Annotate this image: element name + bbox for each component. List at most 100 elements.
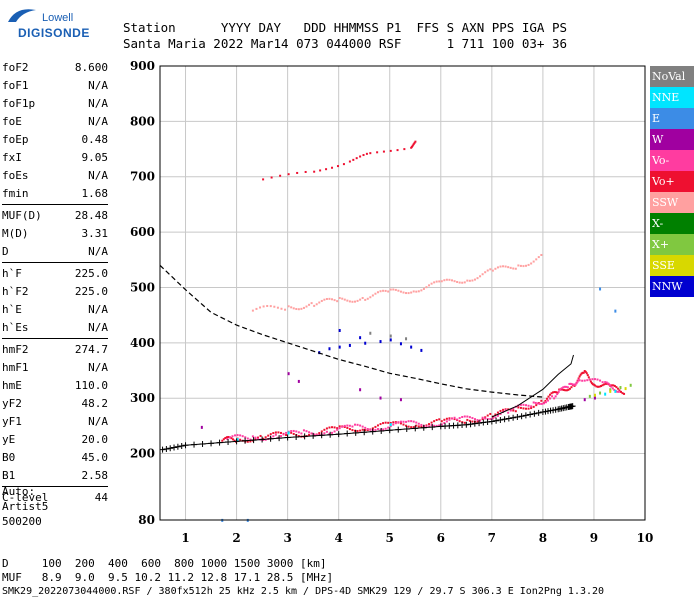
echo-point-vo xyxy=(522,407,525,410)
echo-point-vo xyxy=(279,435,282,438)
echo-point-ssw xyxy=(522,265,525,268)
echo-point-ssw xyxy=(435,280,438,283)
param-value: N/A xyxy=(88,96,108,110)
echo-point-vo xyxy=(494,413,497,416)
echo-point-vo xyxy=(435,419,438,422)
echo-point-vo xyxy=(364,429,367,432)
echo-point-vo xyxy=(228,436,231,439)
param-label: yE xyxy=(2,432,16,446)
trace-marker xyxy=(318,432,325,439)
legend-item: NoVal xyxy=(650,66,694,87)
echo-point-ssw xyxy=(466,279,469,282)
echo-point-vo xyxy=(559,388,562,391)
echo-point-vo xyxy=(619,390,622,393)
echo-point-ssw xyxy=(295,308,298,311)
axis-tick-labels: 1 2 3 4 5 6 7 8 9 10 80 200 300 400 500 600 700 800 900 xyxy=(130,59,653,545)
param-row: yF1 N/A xyxy=(2,412,108,430)
trace-marker xyxy=(484,419,491,426)
param-value: N/A xyxy=(88,244,108,258)
legend-item: X- xyxy=(650,213,694,234)
echo-point-vo xyxy=(420,425,423,428)
echo-band-point xyxy=(319,169,322,172)
echo-point-vo xyxy=(297,435,300,438)
echo-point-ssw xyxy=(259,306,262,309)
echo-point-vo xyxy=(425,424,428,427)
echo-point-vo xyxy=(399,422,402,425)
param-row: foEs N/A xyxy=(2,166,108,184)
echo-point-ssw xyxy=(251,309,254,312)
echo-point-vo xyxy=(598,385,601,388)
echo-point-vo xyxy=(325,430,328,433)
param-label: hmE xyxy=(2,378,22,392)
echo-point-vo xyxy=(448,418,451,421)
echo-point-vo xyxy=(570,383,573,386)
param-label: h`F xyxy=(2,266,22,280)
echo-point-vo xyxy=(222,438,225,441)
trace-marker xyxy=(493,417,500,424)
echo-point-ssw xyxy=(323,298,326,301)
echo-point-vo xyxy=(239,438,242,441)
echo-point-vo xyxy=(438,418,441,421)
echo-point-vo xyxy=(295,430,298,433)
muf-row: MUF 8.9 9.0 9.5 10.2 11.2 12.8 17.1 28.5… xyxy=(2,571,334,584)
param-value: 44 xyxy=(94,490,108,504)
y-tick-label: 80 xyxy=(138,513,155,527)
trace-marker xyxy=(159,446,166,453)
trace-marker xyxy=(471,420,478,427)
legend-item: X+ xyxy=(650,234,694,255)
param-label: fxI xyxy=(2,150,22,164)
echo-point-vo xyxy=(581,379,584,382)
legend-item: E xyxy=(650,108,694,129)
echo-point-vo xyxy=(591,383,594,386)
echo-point-vo xyxy=(274,433,277,436)
echo-point-vo xyxy=(336,427,339,430)
trace-marker xyxy=(527,411,534,418)
echo-point-vo xyxy=(417,422,420,425)
echo-point-ssw xyxy=(448,278,451,281)
echo-point-ssw xyxy=(308,303,311,306)
echo-point-ssw xyxy=(461,281,464,284)
trace-marker xyxy=(505,415,512,422)
echo-band-point xyxy=(396,149,399,152)
echo-point-vo xyxy=(351,429,354,432)
echo-point-vo xyxy=(468,419,471,422)
echo-point-vo xyxy=(573,383,576,386)
echo-point-vo xyxy=(481,416,484,419)
echo-point-vo xyxy=(466,415,469,418)
echo-band-point xyxy=(411,144,414,147)
echo-point-vo xyxy=(576,380,579,383)
echo-point-ssw xyxy=(384,289,387,292)
echo-point-ssw xyxy=(351,300,354,303)
echo-point-vo xyxy=(405,420,408,423)
echo-point-vo xyxy=(563,385,566,388)
param-group-confidence: C-level 44 xyxy=(2,488,108,506)
echo-band-point xyxy=(382,150,385,153)
echo-point-ssw xyxy=(507,266,510,269)
echo-point-ssw xyxy=(519,264,522,267)
echo-band-point xyxy=(352,158,355,161)
echo-point-vo xyxy=(320,430,323,433)
echo-point-vo xyxy=(494,416,497,419)
echo-point-ssw xyxy=(407,292,410,295)
echo-point-ssw xyxy=(338,297,341,300)
trace-marker xyxy=(403,426,410,433)
echo-point-vo xyxy=(578,379,581,382)
echo-band-point xyxy=(279,174,282,177)
echo-point-sse xyxy=(609,389,612,393)
echo-point-vo xyxy=(569,382,572,385)
trace-marker xyxy=(301,433,308,440)
echo-point-vo xyxy=(221,439,224,442)
header-values: Santa Maria 2022 Mar14 073 044000 RSF 1 … xyxy=(123,36,568,51)
echo-point-w xyxy=(583,398,586,402)
echo-point-ssw xyxy=(269,305,272,308)
echo-point-ssw xyxy=(389,288,392,291)
trace-marker xyxy=(501,416,508,423)
echo-point-ssw xyxy=(440,280,443,283)
trace-marker xyxy=(250,437,257,444)
trace-marker xyxy=(216,439,223,446)
echo-point-vo xyxy=(615,386,618,389)
echo-point-vo xyxy=(604,382,607,385)
echo-point-ssw xyxy=(302,306,305,309)
echo-point-vo xyxy=(562,388,565,391)
echo-point-x xyxy=(599,391,602,395)
